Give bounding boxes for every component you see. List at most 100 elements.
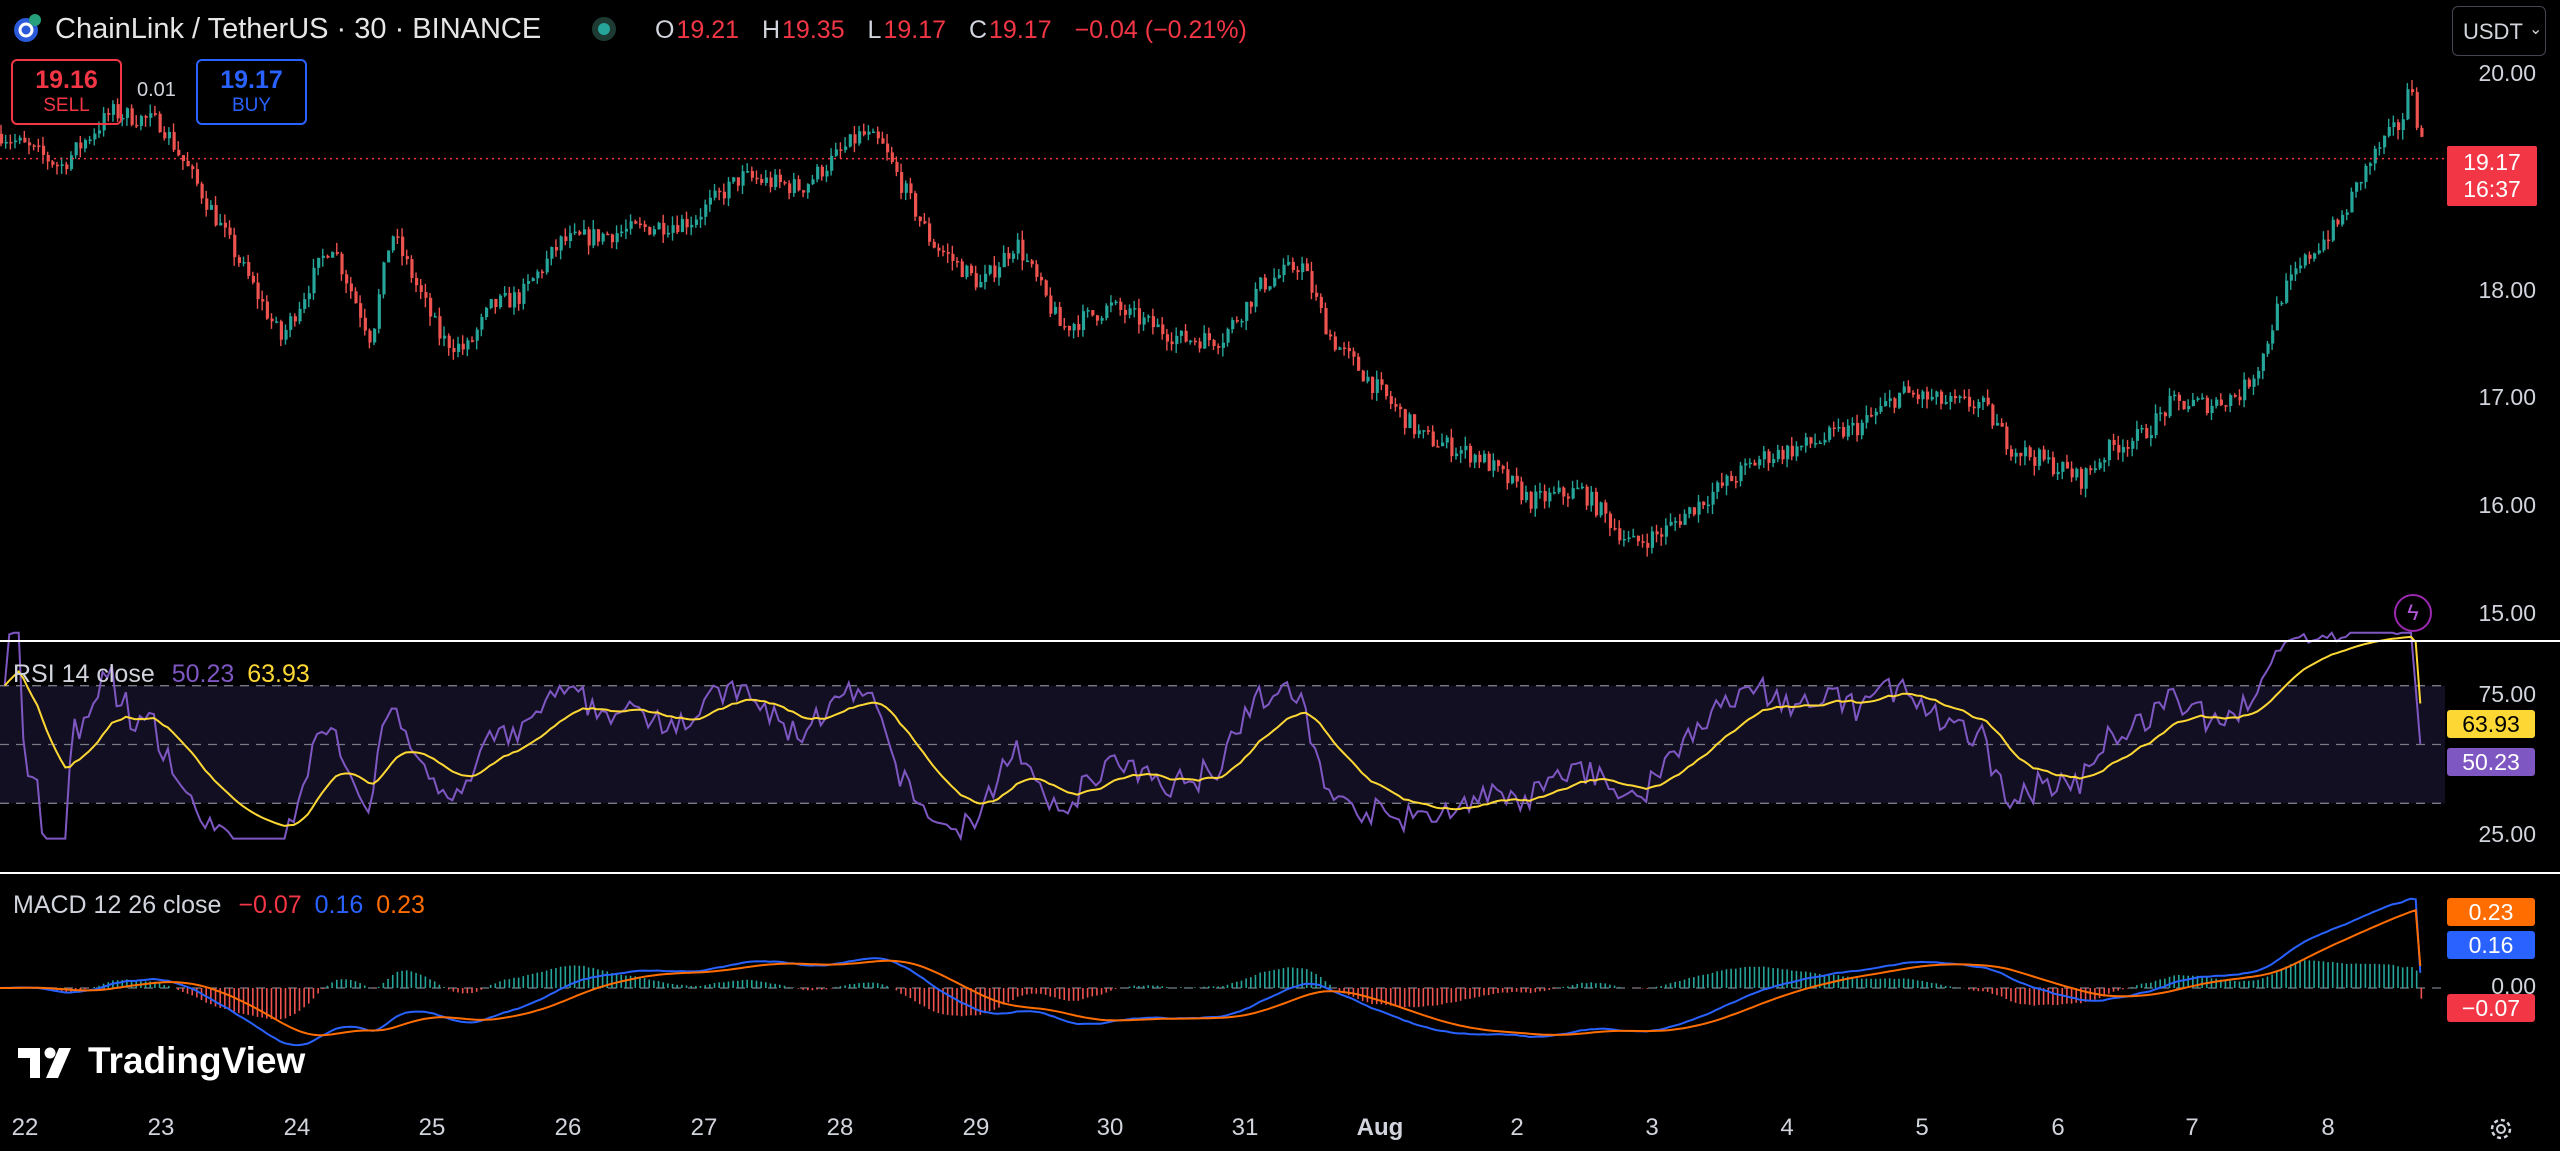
candle-body [760, 179, 764, 183]
candle-body [1212, 340, 1216, 347]
candle-body [2140, 428, 2144, 430]
candle-body [2177, 394, 2181, 401]
candle-body [1907, 386, 1911, 393]
candle-body [624, 228, 629, 232]
candle-body [914, 193, 918, 217]
date-label: 24 [283, 1114, 311, 1141]
candle-body [1618, 528, 1622, 541]
candle-body [2037, 449, 2042, 466]
candle-body [1804, 437, 1808, 446]
symbol-icon[interactable] [11, 13, 41, 43]
candle-body [2126, 447, 2130, 449]
candle-body [2397, 122, 2401, 131]
candle-body [2355, 182, 2359, 192]
candle-body [2364, 165, 2368, 182]
candle-body [2369, 163, 2373, 166]
candle-body [1007, 253, 1011, 259]
candle-body [1655, 531, 1659, 535]
candle-body [1333, 336, 1337, 350]
candle-body [1156, 324, 1160, 328]
candle-body [517, 292, 521, 304]
lightning-icon[interactable]: ϟ [2394, 594, 2432, 632]
candle-body [741, 171, 745, 186]
candle-body [1179, 330, 1184, 336]
candle-body [1636, 535, 1641, 542]
candle-body [1865, 415, 1869, 423]
candle-body [1193, 340, 1198, 343]
candle-body [1338, 347, 1342, 350]
candle-body [839, 149, 843, 151]
candle-body [2163, 412, 2168, 417]
candle-body [1538, 491, 1543, 493]
date-label: 30 [1096, 1114, 1124, 1141]
candle-body [480, 317, 484, 330]
market-status-icon[interactable] [592, 17, 616, 41]
candle-body [983, 273, 988, 282]
candle-body [690, 224, 694, 228]
rsi-tick: 25.00 [2478, 821, 2536, 847]
candle-body [2219, 399, 2223, 406]
sell-button[interactable]: 19.16 SELL [11, 59, 122, 125]
candle-body [415, 277, 419, 286]
candle-body [1161, 324, 1165, 335]
date-label: 2 [1510, 1114, 1524, 1141]
candle-body [2303, 254, 2307, 266]
candle-body [2145, 428, 2149, 439]
candle-body [186, 161, 190, 167]
currency-select[interactable]: USDT ⌄ [2452, 6, 2546, 56]
candle-body [494, 298, 498, 308]
candle-body [1165, 334, 1170, 342]
candle-body [51, 161, 55, 165]
candle-body [60, 164, 64, 166]
candle-body [2210, 405, 2214, 414]
pane-divider[interactable] [0, 872, 2560, 874]
candle-body [2159, 412, 2163, 415]
candle-body [1888, 398, 1892, 401]
candle-body [2075, 468, 2079, 478]
candle-body [2093, 468, 2098, 471]
ohlc-high-label: H [761, 16, 781, 44]
candle-body [396, 236, 400, 238]
candle-body [2005, 426, 2009, 450]
candle-body [1781, 449, 1785, 460]
macd-hist-value: −0.07 [238, 891, 302, 919]
candle-body [932, 241, 936, 248]
macd-legend[interactable]: MACD 12 26 close −0.07 0.16 0.23 [13, 891, 425, 920]
candle-body [1944, 401, 1948, 404]
candle-body [2019, 452, 2023, 457]
candle-body [699, 216, 703, 220]
symbol-title[interactable]: ChainLink / TetherUS · 30 · BINANCE [55, 13, 542, 45]
candle-body [2224, 405, 2228, 407]
candle-body [382, 262, 386, 295]
candle-body [960, 261, 964, 277]
candle-body [2215, 399, 2219, 406]
rsi-legend[interactable]: RSI 14 close 50.23 63.93 [13, 660, 310, 689]
rsi-title: RSI 14 close [13, 660, 155, 688]
candle-body [2131, 440, 2135, 449]
gear-icon[interactable] [2488, 1116, 2514, 1142]
buy-button[interactable]: 19.17 BUY [196, 59, 307, 125]
candle-body [1305, 263, 1309, 272]
candle-body [559, 236, 563, 251]
candle-body [1235, 320, 1239, 322]
candle-body [1562, 487, 1566, 497]
ohlc-open: 19.21 [676, 16, 740, 44]
candle-body [1930, 396, 1934, 400]
candle-body [2196, 398, 2200, 400]
candle-body [638, 223, 643, 226]
date-label: 29 [962, 1114, 990, 1141]
candle-body [1548, 492, 1552, 502]
ohlc-values: O19.21 H19.35 L19.17 C19.17 −0.04 (−0.21… [655, 16, 1263, 45]
candle-body [242, 262, 246, 264]
macd-signal-value: 0.23 [376, 891, 425, 919]
candle-body [1002, 253, 1006, 268]
candle-body [1790, 445, 1794, 457]
candle-body [340, 253, 344, 275]
candle-body [1105, 305, 1109, 319]
candle-body [858, 131, 862, 144]
ohlc-low-label: L [867, 16, 882, 44]
sell-label: SELL [43, 95, 90, 116]
candle-body [1385, 384, 1389, 397]
pane-divider[interactable] [0, 640, 2560, 642]
